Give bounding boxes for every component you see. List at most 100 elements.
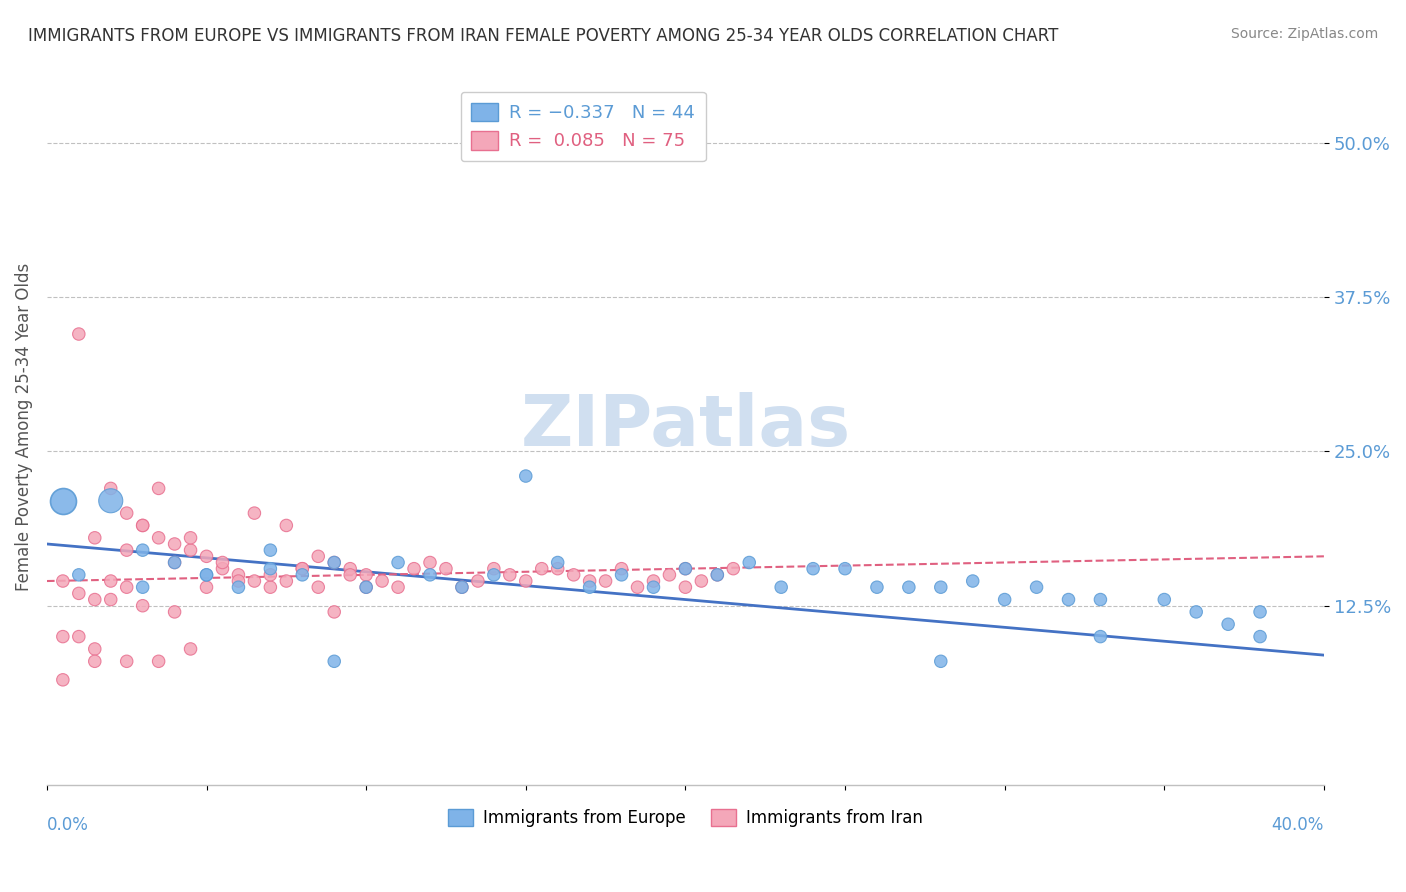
Point xyxy=(354,580,377,594)
Point xyxy=(562,567,585,582)
Point xyxy=(180,531,202,545)
Point xyxy=(228,580,250,594)
Point xyxy=(1249,630,1271,644)
Point xyxy=(307,549,329,564)
Point xyxy=(323,556,346,570)
Point xyxy=(131,518,153,533)
Point xyxy=(195,549,218,564)
Point xyxy=(387,580,409,594)
Point xyxy=(243,506,266,520)
Point xyxy=(610,567,633,582)
Point xyxy=(339,562,361,576)
Point xyxy=(228,574,250,588)
Point xyxy=(354,580,377,594)
Point xyxy=(643,580,665,594)
Point xyxy=(1216,617,1239,632)
Point xyxy=(323,556,346,570)
Point xyxy=(323,654,346,668)
Point xyxy=(115,506,138,520)
Point xyxy=(131,543,153,558)
Text: 0.0%: 0.0% xyxy=(46,815,89,834)
Point xyxy=(515,574,537,588)
Point xyxy=(499,567,522,582)
Point xyxy=(52,673,75,687)
Point xyxy=(67,586,90,600)
Point xyxy=(387,556,409,570)
Point xyxy=(195,567,218,582)
Text: IMMIGRANTS FROM EUROPE VS IMMIGRANTS FROM IRAN FEMALE POVERTY AMONG 25-34 YEAR O: IMMIGRANTS FROM EUROPE VS IMMIGRANTS FRO… xyxy=(28,27,1059,45)
Point xyxy=(180,543,202,558)
Legend: Immigrants from Europe, Immigrants from Iran: Immigrants from Europe, Immigrants from … xyxy=(441,802,929,834)
Point xyxy=(402,562,425,576)
Point xyxy=(52,574,75,588)
Point xyxy=(834,562,856,576)
Point xyxy=(723,562,745,576)
Point xyxy=(163,556,186,570)
Point xyxy=(83,642,105,657)
Point xyxy=(52,493,75,508)
Point xyxy=(259,567,281,582)
Point xyxy=(1057,592,1080,607)
Point xyxy=(929,580,952,594)
Text: Source: ZipAtlas.com: Source: ZipAtlas.com xyxy=(1230,27,1378,41)
Point xyxy=(100,493,122,508)
Point xyxy=(131,599,153,613)
Point xyxy=(148,482,170,496)
Point xyxy=(1090,630,1112,644)
Point xyxy=(770,580,793,594)
Point xyxy=(228,567,250,582)
Point xyxy=(67,630,90,644)
Point xyxy=(276,574,298,588)
Point xyxy=(929,654,952,668)
Point xyxy=(994,592,1017,607)
Point xyxy=(195,580,218,594)
Point xyxy=(897,580,920,594)
Point xyxy=(163,556,186,570)
Point xyxy=(690,574,713,588)
Point xyxy=(323,605,346,619)
Point xyxy=(547,556,569,570)
Point xyxy=(595,574,617,588)
Point xyxy=(195,567,218,582)
Point xyxy=(1185,605,1208,619)
Point xyxy=(673,562,696,576)
Point xyxy=(276,518,298,533)
Point xyxy=(211,562,233,576)
Point xyxy=(1249,605,1271,619)
Point xyxy=(211,556,233,570)
Point xyxy=(962,574,984,588)
Point xyxy=(801,562,824,576)
Text: 40.0%: 40.0% xyxy=(1271,815,1324,834)
Point xyxy=(291,562,314,576)
Point xyxy=(52,630,75,644)
Point xyxy=(259,562,281,576)
Point xyxy=(610,562,633,576)
Point xyxy=(1025,580,1047,594)
Point xyxy=(100,592,122,607)
Text: ZIPatlas: ZIPatlas xyxy=(520,392,851,461)
Point xyxy=(1153,592,1175,607)
Point xyxy=(291,567,314,582)
Point xyxy=(115,580,138,594)
Point xyxy=(673,562,696,576)
Point xyxy=(83,654,105,668)
Point xyxy=(451,580,474,594)
Point xyxy=(371,574,394,588)
Point xyxy=(434,562,457,576)
Point xyxy=(163,605,186,619)
Point xyxy=(83,592,105,607)
Point xyxy=(354,567,377,582)
Point xyxy=(180,642,202,657)
Point xyxy=(131,580,153,594)
Point xyxy=(738,556,761,570)
Point xyxy=(547,562,569,576)
Point xyxy=(419,556,441,570)
Point xyxy=(100,574,122,588)
Point xyxy=(291,562,314,576)
Point xyxy=(1090,592,1112,607)
Point xyxy=(131,518,153,533)
Point xyxy=(115,654,138,668)
Point xyxy=(419,567,441,582)
Point xyxy=(706,567,728,582)
Point xyxy=(643,574,665,588)
